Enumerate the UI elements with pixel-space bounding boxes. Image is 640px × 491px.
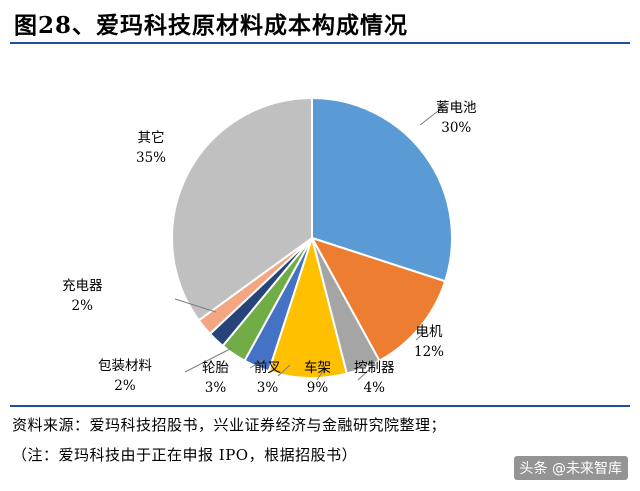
leader-line-fork (277, 364, 291, 377)
label-fork-name: 前叉 (254, 360, 281, 376)
label-tire: 轮胎 3% (202, 358, 229, 398)
label-frame-value: 9% (306, 380, 329, 396)
label-fork: 前叉 3% (254, 358, 281, 398)
label-motor-name: 电机 (415, 324, 443, 340)
pie-slice-frame (267, 234, 349, 379)
leader-line-tire (249, 359, 264, 369)
leader-line-motor (415, 331, 426, 341)
label-other-name: 其它 (137, 130, 165, 146)
label-other: 其它 35% (136, 128, 166, 168)
leader-line-charger (174, 298, 217, 313)
chart-title: 图28、爱玛科技原材料成本构成情况 (14, 12, 409, 39)
label-motor: 电机 12% (414, 322, 444, 362)
pie-chart (171, 96, 453, 381)
label-battery-name: 蓄电池 (436, 100, 477, 116)
label-tire-value: 3% (204, 380, 227, 396)
label-charger-name: 充电器 (62, 278, 103, 294)
source-note: 资料来源：爱玛科技招股书，兴业证券经济与金融研究院整理； (12, 416, 447, 434)
label-charger: 充电器 2% (62, 276, 103, 316)
leader-line-battery (419, 107, 443, 126)
label-motor-value: 12% (414, 344, 445, 360)
label-tire-name: 轮胎 (202, 360, 229, 376)
label-charger-value: 2% (71, 298, 93, 314)
label-other-value: 35% (136, 150, 167, 166)
watermark: 头条 @未来智库 (513, 456, 628, 480)
label-fork-value: 3% (256, 380, 279, 396)
label-controller-name: 控制器 (354, 360, 395, 376)
leader-line-packaging (184, 347, 233, 373)
leader-line-controller (357, 364, 375, 381)
ipo-note: （注：爱玛科技由于正在申报 IPO，根据招股书） (12, 446, 358, 464)
label-packaging: 包装材料 2% (98, 356, 152, 396)
label-battery-value: 30% (441, 120, 472, 136)
label-frame: 车架 9% (304, 358, 331, 398)
label-battery: 蓄电池 30% (436, 98, 477, 138)
label-packaging-name: 包装材料 (98, 358, 152, 374)
label-controller-value: 4% (363, 380, 385, 396)
pie-slice-motor (309, 236, 447, 363)
label-packaging-value: 2% (114, 378, 136, 394)
pie-slice-battery (311, 96, 453, 283)
label-controller: 控制器 4% (354, 358, 395, 398)
pie-slice-other (171, 96, 313, 322)
leader-line-frame (316, 367, 326, 381)
top-divider (10, 42, 630, 44)
label-frame-name: 车架 (304, 360, 331, 376)
bottom-divider (10, 405, 630, 407)
